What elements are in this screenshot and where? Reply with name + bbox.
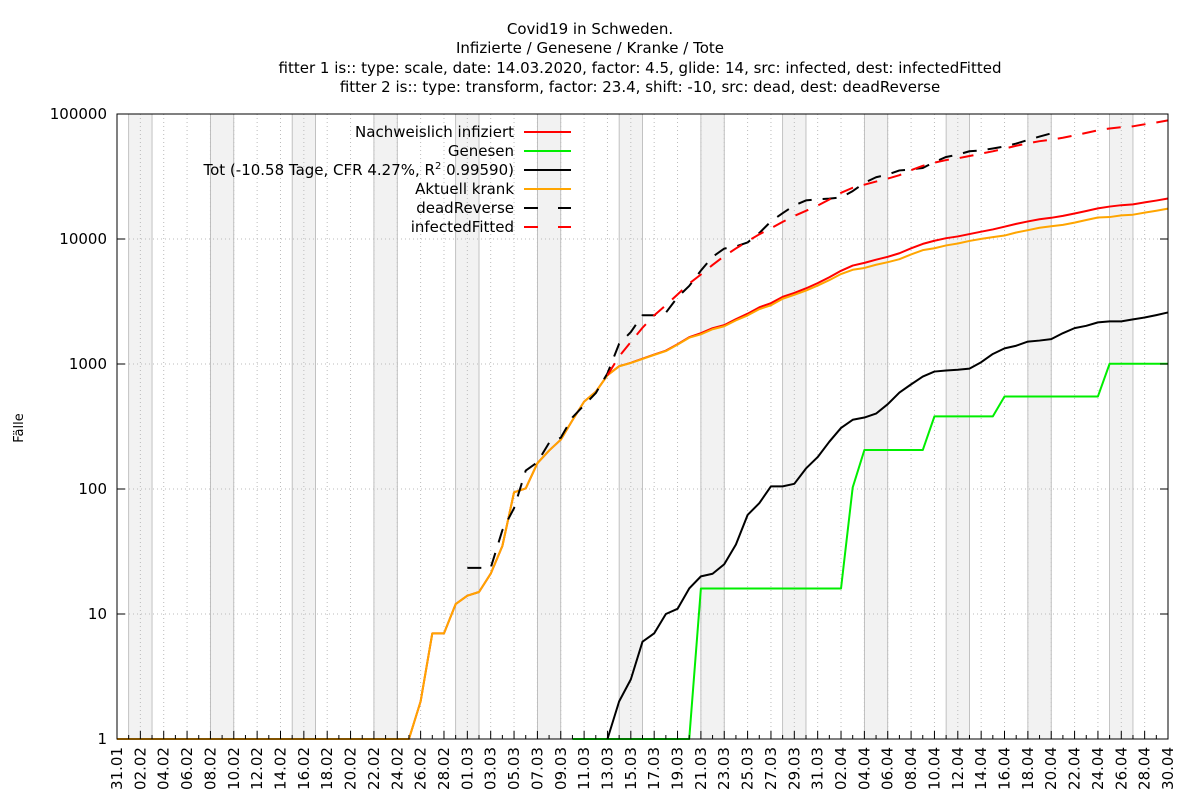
x-tick-label: 28.02	[435, 747, 453, 790]
weekend-band	[210, 113, 235, 740]
x-tick-label: 15.03	[622, 747, 640, 790]
x-tick-label: 14.02	[271, 747, 289, 790]
weekend-band	[537, 113, 562, 740]
weekend-band	[700, 113, 725, 740]
x-tick-label: 03.03	[482, 747, 500, 790]
weekend-band	[1027, 113, 1052, 740]
x-tick-label: 02.04	[832, 747, 850, 790]
y-tick-label: 1	[97, 730, 107, 748]
legend-label-0: Nachweislich infiziert	[355, 123, 514, 141]
title-line-3: fitter 1 is:: type: scale, date: 14.03.2…	[279, 59, 1002, 77]
series-line-3	[117, 207, 1169, 740]
x-tick-label: 01.03	[458, 747, 476, 790]
axis-ticks: 1 10 100 1000 10000 100000 31.01 02.02 04.02 06.0…	[50, 105, 1177, 790]
x-tick-label: 08.02	[201, 747, 219, 790]
x-tick-label: 18.04	[1019, 747, 1037, 790]
x-tick-label: 20.04	[1042, 747, 1060, 790]
chart-title: Covid19 in Schweden. Infizierte / Genese…	[279, 20, 1002, 96]
weekend-band	[863, 113, 889, 740]
y-tick-label: 100	[78, 480, 107, 498]
series-line-2	[606, 311, 1169, 740]
legend-label-rest: 0.99590)	[441, 161, 514, 179]
x-tick-label: 16.02	[295, 747, 313, 790]
x-tick-label: 26.02	[412, 747, 430, 790]
x-tick-label: 02.02	[131, 747, 149, 790]
x-tick-label: 27.03	[762, 747, 780, 790]
legend-label-2: Tot (-10.58 Tage, CFR 4.27%, R2 0.99590)	[202, 161, 514, 179]
x-tick-label: 10.02	[225, 747, 243, 790]
x-tick-label: 23.03	[715, 747, 733, 790]
y-axis-label: Fälle	[12, 413, 27, 442]
x-tick-label: 04.02	[155, 747, 173, 790]
title-line-2: Infizierte / Genesene / Kranke / Tote	[456, 39, 724, 57]
y-tick-label: 100000	[50, 105, 107, 123]
x-tick-label: 11.03	[575, 747, 593, 790]
x-tick-label: 17.03	[645, 747, 663, 790]
x-tick-label: 22.04	[1066, 747, 1084, 790]
x-tick-label: 04.04	[855, 747, 873, 790]
x-tick-label: 05.03	[505, 747, 523, 790]
legend-label-1: Genesen	[448, 142, 514, 160]
legend-label-3: Aktuell krank	[415, 180, 514, 198]
x-tick-label: 18.02	[318, 747, 336, 790]
x-tick-label: 19.03	[669, 747, 687, 790]
x-tick-label: 10.04	[925, 747, 943, 790]
x-tick-label: 24.02	[388, 747, 406, 790]
x-tick-label: 22.02	[365, 747, 383, 790]
x-tick-label: 06.04	[879, 747, 897, 790]
x-tick-label: 28.04	[1136, 747, 1154, 790]
title-line-1: Covid19 in Schweden.	[507, 20, 673, 38]
x-tick-label: 12.04	[949, 747, 967, 790]
x-tick-label: 08.04	[902, 747, 920, 790]
x-tick-label: 29.03	[785, 747, 803, 790]
x-tick-label: 31.01	[108, 747, 126, 790]
x-tick-label: 20.02	[342, 747, 360, 790]
x-tick-label: 09.03	[552, 747, 570, 790]
x-tick-label: 07.03	[528, 747, 546, 790]
x-tick-label: 12.02	[248, 747, 266, 790]
x-tick-label: 21.03	[692, 747, 710, 790]
x-tick-label: 16.04	[996, 747, 1014, 790]
y-tick-label: 10000	[59, 230, 107, 248]
x-tick-label: 13.03	[598, 747, 616, 790]
y-tick-label: 10	[88, 605, 107, 623]
x-tick-label: 30.04	[1159, 747, 1177, 790]
legend-label-4: deadReverse	[416, 199, 514, 217]
y-tick-label: 1000	[69, 355, 107, 373]
x-tick-label: 31.03	[809, 747, 827, 790]
x-tick-label: 25.03	[739, 747, 757, 790]
series-line-5	[606, 119, 1169, 376]
x-tick-label: 24.04	[1089, 747, 1107, 790]
x-tick-label: 06.02	[178, 747, 196, 790]
weekend-band	[373, 113, 398, 740]
legend-label-5: infectedFitted	[411, 218, 514, 236]
title-line-4: fitter 2 is:: type: transform, factor: 2…	[340, 78, 940, 96]
series-line-4	[467, 132, 1052, 569]
series-lines	[117, 119, 1169, 740]
x-tick-label: 14.04	[972, 747, 990, 790]
series-line-1	[572, 362, 1168, 740]
legend-superscript: 2	[435, 161, 441, 172]
x-tick-label: 26.04	[1112, 747, 1130, 790]
